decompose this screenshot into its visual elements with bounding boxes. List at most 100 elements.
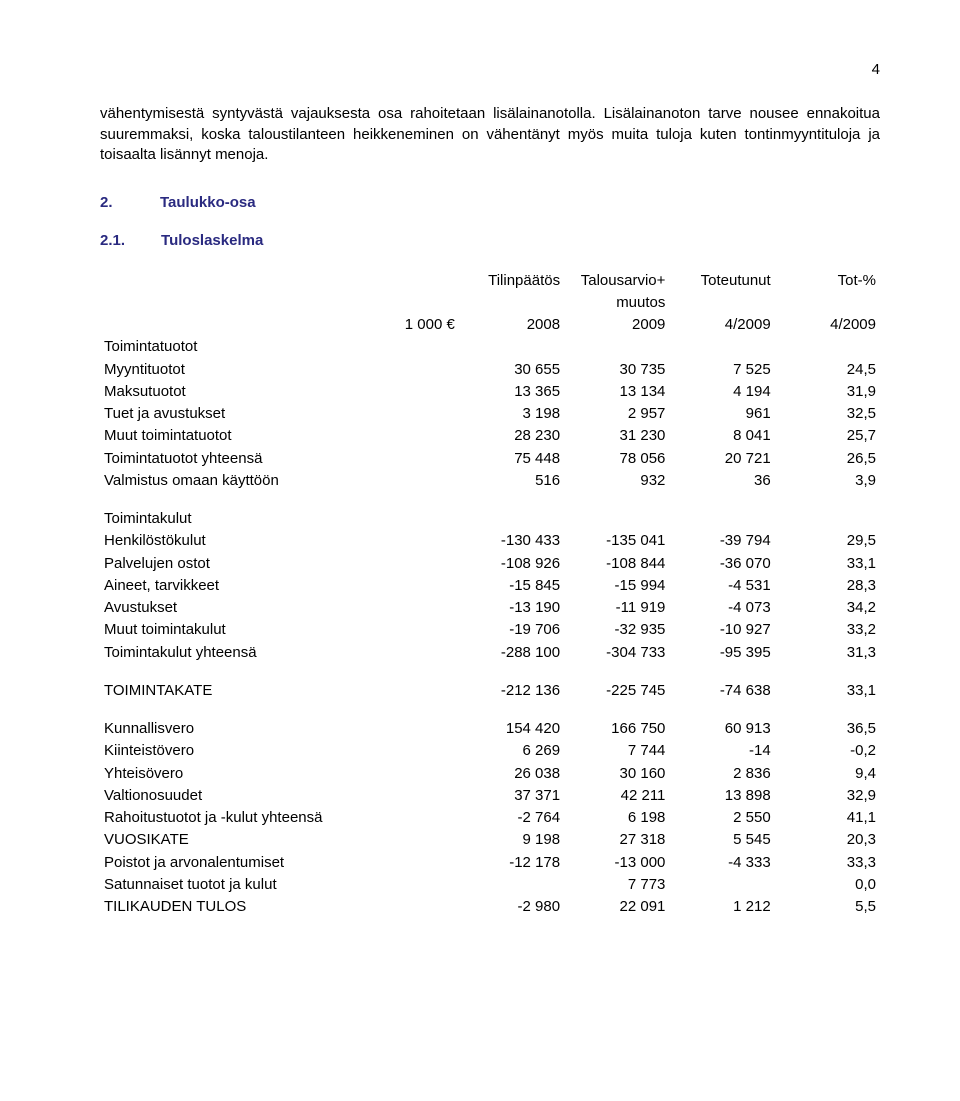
table-cell: 31 230 xyxy=(564,425,669,447)
hdr-year-2008: 2008 xyxy=(459,314,564,336)
table-row-label: Toimintatuotot yhteensä xyxy=(100,448,459,470)
table-cell xyxy=(669,508,774,530)
table-row-label: Tuet ja avustukset xyxy=(100,403,459,425)
hdr-blank xyxy=(459,292,564,314)
table-cell: 3,9 xyxy=(775,470,880,492)
table-cell: 28 230 xyxy=(459,425,564,447)
table-cell: 2 957 xyxy=(564,403,669,425)
table-cell: 27 318 xyxy=(564,829,669,851)
table-cell: 33,2 xyxy=(775,619,880,641)
table-cell: 41,1 xyxy=(775,807,880,829)
table-cell: -225 745 xyxy=(564,680,669,702)
section-2-title: Taulukko-osa xyxy=(160,193,256,213)
table-cell: 932 xyxy=(564,470,669,492)
table-row-label: VUOSIKATE xyxy=(100,829,459,851)
section-2-number: 2. xyxy=(100,193,124,213)
table-cell: 8 041 xyxy=(669,425,774,447)
table-cell: -108 926 xyxy=(459,553,564,575)
table-cell: -32 935 xyxy=(564,619,669,641)
table-cell: 28,3 xyxy=(775,575,880,597)
table-cell: 13 134 xyxy=(564,381,669,403)
table-cell: 0,0 xyxy=(775,874,880,896)
table-cell: 30 735 xyxy=(564,359,669,381)
table-cell: 13 365 xyxy=(459,381,564,403)
table-cell: 26 038 xyxy=(459,763,564,785)
table-cell: 154 420 xyxy=(459,718,564,740)
table-cell: 20,3 xyxy=(775,829,880,851)
hdr-tilinpaatos: Tilinpäätös xyxy=(459,270,564,292)
table-cell: 78 056 xyxy=(564,448,669,470)
table-cell: -4 333 xyxy=(669,852,774,874)
hdr-blank xyxy=(775,292,880,314)
table-cell: -13 000 xyxy=(564,852,669,874)
table-cell: -36 070 xyxy=(669,553,774,575)
table-cell: 9 198 xyxy=(459,829,564,851)
table-cell: 30 655 xyxy=(459,359,564,381)
table-cell: 33,1 xyxy=(775,553,880,575)
table-cell xyxy=(669,336,774,358)
table-row-label: TILIKAUDEN TULOS xyxy=(100,896,459,918)
table-cell: -39 794 xyxy=(669,530,774,552)
table-cell: -288 100 xyxy=(459,642,564,664)
hdr-period-2: 4/2009 xyxy=(775,314,880,336)
section-2-1-number: 2.1. xyxy=(100,231,125,251)
table-cell: 166 750 xyxy=(564,718,669,740)
table-cell: -2 980 xyxy=(459,896,564,918)
table-row-label: Maksutuotot xyxy=(100,381,459,403)
table-cell: 34,2 xyxy=(775,597,880,619)
table-cell xyxy=(669,874,774,896)
table-cell: 2 550 xyxy=(669,807,774,829)
table-row-label: Aineet, tarvikkeet xyxy=(100,575,459,597)
hdr-currency: 1 000 € xyxy=(100,314,459,336)
hdr-toteutunut: Toteutunut xyxy=(669,270,774,292)
page-number: 4 xyxy=(100,60,880,80)
table-row-label: Muut toimintatuotot xyxy=(100,425,459,447)
table-cell: -304 733 xyxy=(564,642,669,664)
table-cell: -212 136 xyxy=(459,680,564,702)
table-cell: -108 844 xyxy=(564,553,669,575)
section-2-1-title: Tuloslaskelma xyxy=(161,231,263,251)
table-row-label: Muut toimintakulut xyxy=(100,619,459,641)
table-cell: -4 073 xyxy=(669,597,774,619)
table-cell: 75 448 xyxy=(459,448,564,470)
table-cell: 24,5 xyxy=(775,359,880,381)
table-cell: -130 433 xyxy=(459,530,564,552)
table-cell: -0,2 xyxy=(775,740,880,762)
table-cell: 37 371 xyxy=(459,785,564,807)
table-cell: 9,4 xyxy=(775,763,880,785)
table-cell: 31,3 xyxy=(775,642,880,664)
table-cell: 6 198 xyxy=(564,807,669,829)
table-cell: 31,9 xyxy=(775,381,880,403)
table-cell: 33,1 xyxy=(775,680,880,702)
table-cell: -11 919 xyxy=(564,597,669,619)
table-cell: -4 531 xyxy=(669,575,774,597)
table-row-label: Poistot ja arvonalentumiset xyxy=(100,852,459,874)
table-cell xyxy=(775,508,880,530)
table-cell: -10 927 xyxy=(669,619,774,641)
table-row-label: Satunnaiset tuotot ja kulut xyxy=(100,874,459,896)
table-cell: -12 178 xyxy=(459,852,564,874)
table-cell: 7 773 xyxy=(564,874,669,896)
table-cell xyxy=(564,508,669,530)
table-cell: 961 xyxy=(669,403,774,425)
table-row-label: TOIMINTAKATE xyxy=(100,680,459,702)
hdr-blank xyxy=(669,292,774,314)
table-row-label: Avustukset xyxy=(100,597,459,619)
table-cell: 29,5 xyxy=(775,530,880,552)
table-cell: 3 198 xyxy=(459,403,564,425)
table-cell xyxy=(459,874,564,896)
table-cell: 30 160 xyxy=(564,763,669,785)
hdr-blank xyxy=(100,292,459,314)
table-cell: 33,3 xyxy=(775,852,880,874)
table-row-label: Toimintatuotot xyxy=(100,336,459,358)
table-cell: 36 xyxy=(669,470,774,492)
table-gap xyxy=(100,664,880,680)
table-cell: 60 913 xyxy=(669,718,774,740)
table-cell xyxy=(564,336,669,358)
table-cell: 32,5 xyxy=(775,403,880,425)
table-cell: 4 194 xyxy=(669,381,774,403)
table-cell: -13 190 xyxy=(459,597,564,619)
table-cell: -15 994 xyxy=(564,575,669,597)
table-row-label: Valtionosuudet xyxy=(100,785,459,807)
table-cell: 26,5 xyxy=(775,448,880,470)
